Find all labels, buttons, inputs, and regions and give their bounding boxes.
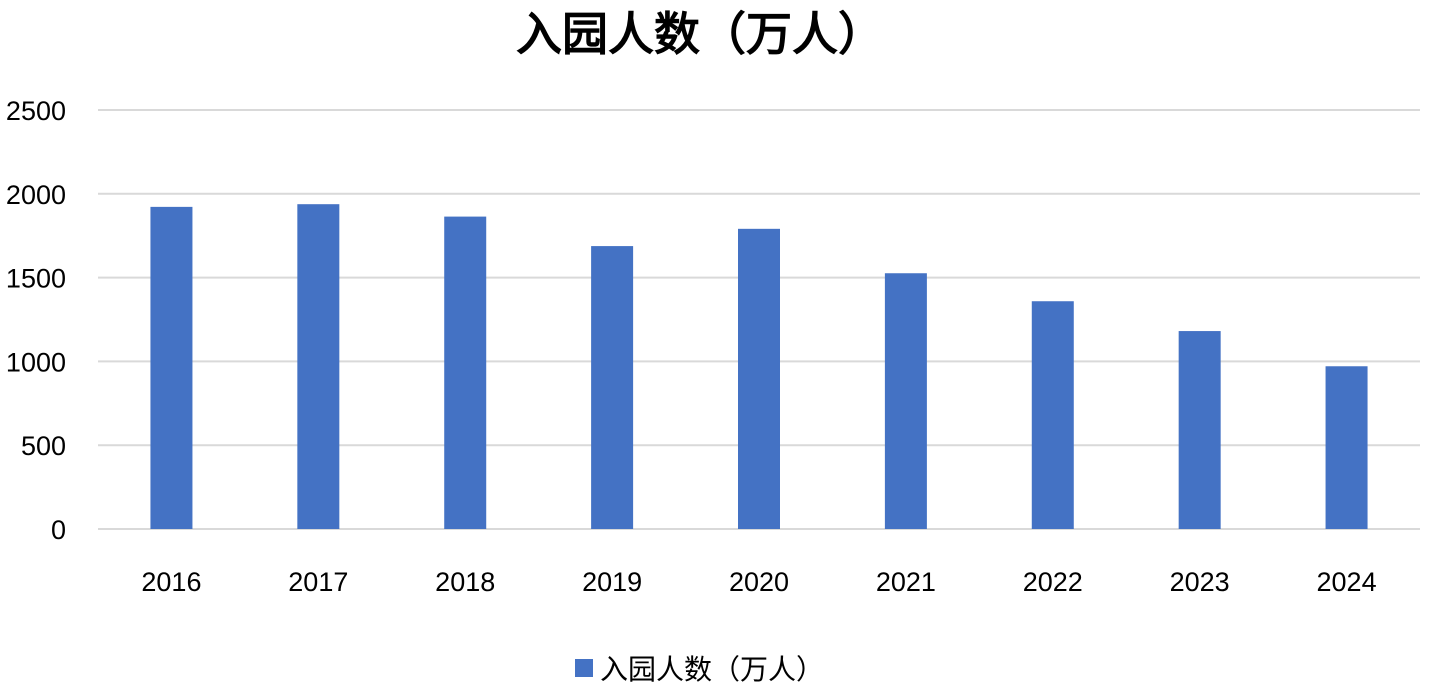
bars (150, 204, 1368, 530)
y-tick-label: 1000 (6, 347, 66, 377)
x-tick-label: 2023 (1170, 567, 1230, 597)
bar-2024 (1325, 366, 1368, 529)
x-tick-label: 2017 (288, 567, 348, 597)
bar-2022 (1031, 301, 1074, 529)
y-tick-label: 2500 (6, 96, 66, 126)
bar-2020 (738, 228, 780, 529)
y-tick-label: 1500 (6, 264, 66, 294)
y-tick-label: 0 (51, 515, 66, 545)
y-axis-tick-labels: 0 500 1000 1500 2000 2500 (6, 96, 66, 545)
x-axis-tick-labels: 2016 2017 2018 2019 2020 2021 2022 2023 2024 (141, 567, 1376, 597)
bar-2018 (444, 216, 487, 529)
bar-2019 (591, 246, 634, 530)
x-tick-label: 2020 (729, 567, 789, 597)
legend-swatch (575, 659, 593, 677)
x-tick-label: 2016 (141, 567, 201, 597)
x-tick-label: 2018 (435, 567, 495, 597)
chart-title: 入园人数（万人） (516, 7, 884, 61)
bar-2017 (297, 204, 340, 529)
bar-2021 (884, 273, 927, 529)
legend-label: 入园人数（万人） (600, 653, 824, 686)
x-tick-label: 2022 (1023, 567, 1083, 597)
x-tick-label: 2019 (582, 567, 642, 597)
bar-2016 (150, 206, 193, 529)
y-tick-label: 500 (21, 431, 66, 461)
y-tick-label: 2000 (6, 180, 66, 210)
x-tick-label: 2024 (1317, 567, 1377, 597)
bar-2023 (1178, 331, 1221, 529)
legend: 入园人数（万人） (575, 653, 824, 686)
x-tick-label: 2021 (876, 567, 936, 597)
